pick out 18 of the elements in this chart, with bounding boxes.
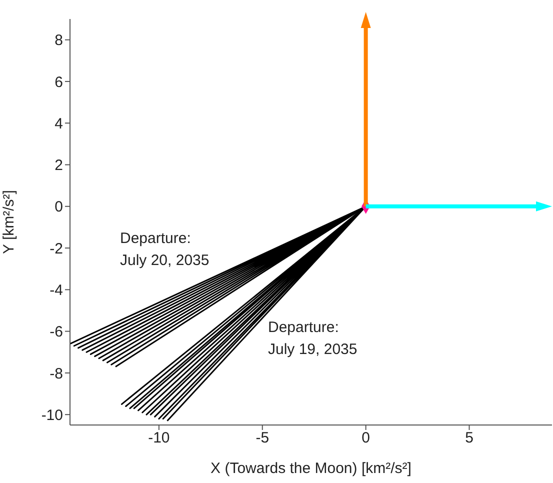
x-tick-label: -5 <box>256 430 270 447</box>
y-tick-label: 6 <box>54 74 63 91</box>
annotation: Departure: July 19, 2035 <box>268 319 358 358</box>
x-tick-label: 0 <box>362 430 370 447</box>
x-axis-title: X (Towards the Moon) [km²/s²] <box>210 460 412 477</box>
y-tick-label: -2 <box>50 240 63 258</box>
y-tick-label: 0 <box>54 198 63 216</box>
y-tick-label: 8 <box>54 32 63 50</box>
y-tick-label: -8 <box>50 365 63 382</box>
y-tick-label: -10 <box>41 406 63 424</box>
y-tick-label: -6 <box>50 324 63 341</box>
y-axis-title: Y [km²/s²] <box>0 190 18 254</box>
x-tick-label: 5 <box>465 430 474 447</box>
y-tick-label: 4 <box>54 115 63 132</box>
annotation: Departure: July 20, 2035 <box>120 230 210 269</box>
y-tick-label: -4 <box>50 282 63 299</box>
y-tick-label: 2 <box>54 157 63 174</box>
x-tick-label: -10 <box>148 430 170 447</box>
